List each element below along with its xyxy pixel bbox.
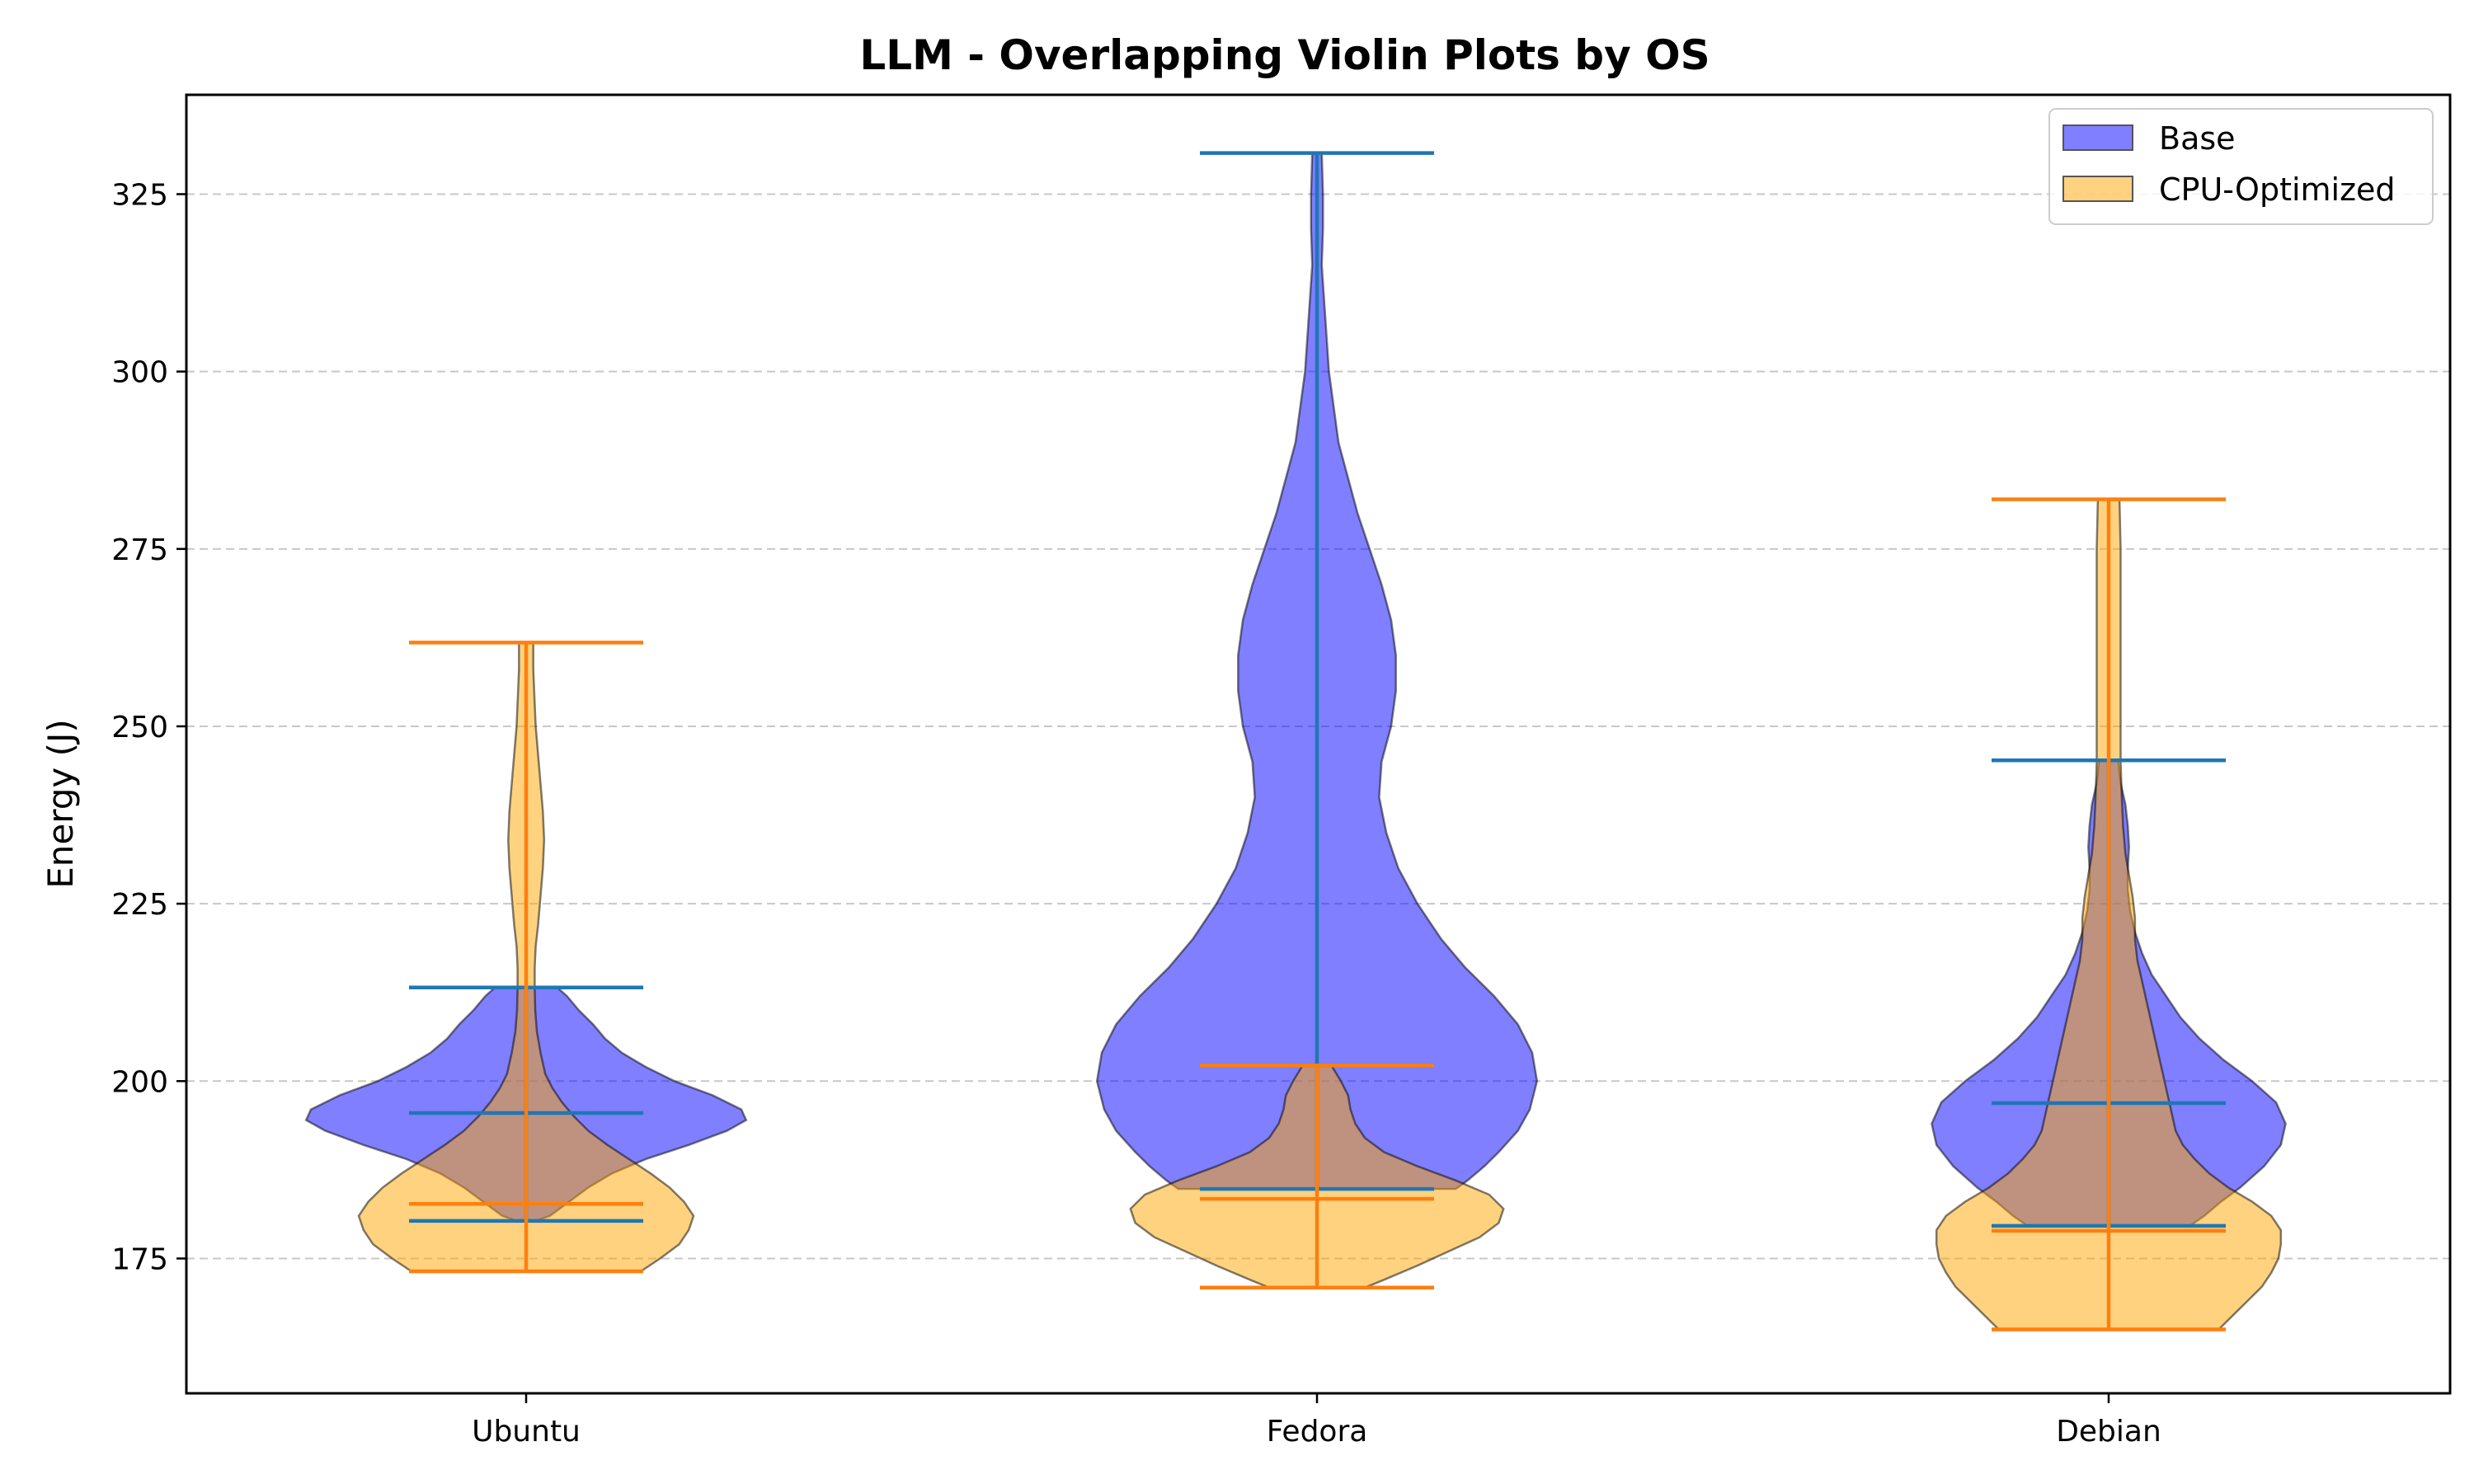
y-axis-ticks: 175 200 225 250 275 300 325 <box>111 178 186 1276</box>
y-tick-label: 250 <box>111 711 168 744</box>
y-tick-label: 175 <box>111 1242 168 1276</box>
legend-swatch-base <box>2062 124 2133 151</box>
y-tick-label: 300 <box>111 356 168 390</box>
y-tick-label: 275 <box>111 533 168 567</box>
legend-label-cpu-optimized: CPU-Optimized <box>2159 171 2396 208</box>
legend-swatch-cpu-optimized <box>2062 176 2133 202</box>
y-tick-label: 325 <box>111 178 168 212</box>
x-tick-label: Debian <box>2056 1415 2161 1449</box>
x-tick-label: Fedora <box>1267 1415 1368 1449</box>
y-tick-label: 225 <box>111 888 168 922</box>
legend-label-base: Base <box>2159 120 2236 157</box>
y-axis-label: Energy (J) <box>40 719 81 889</box>
plot-frame <box>185 93 2452 1395</box>
x-tick-label: Ubuntu <box>472 1415 581 1449</box>
y-tick-label: 200 <box>111 1065 168 1099</box>
legend: Base CPU-Optimized <box>2048 108 2434 225</box>
x-axis-ticks: Ubuntu Fedora Debian <box>472 1393 2161 1449</box>
legend-frame <box>2048 108 2434 225</box>
chart-title: LLM - Overlapping Violin Plots by OS <box>859 31 1710 79</box>
violin-stat-lines <box>409 151 2226 1331</box>
violins <box>304 152 2287 1331</box>
